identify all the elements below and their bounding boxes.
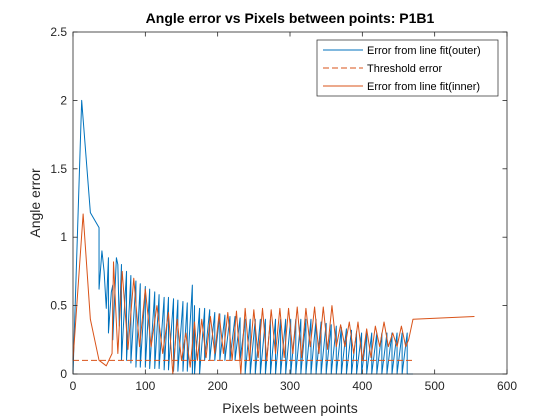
y-tick-label: 1.5 [50,162,67,176]
y-tick-label: 0 [60,367,67,381]
y-tick-label: 2 [60,93,67,107]
legend: Error from line fit(outer) Threshold err… [316,39,499,97]
x-tick-label: 500 [425,379,445,393]
y-tick-label: 1 [60,230,67,244]
y-axis-label: Angle error [27,168,43,238]
legend-box [316,39,499,97]
ticks-layer: 0 100 200 300 400 500 600 0 0.5 1 1.5 2 2.5 [50,25,517,393]
legend-label-inner: Error from line fit(inner) [367,81,480,93]
x-tick-label: 400 [352,379,372,393]
y-tick-label: 0.5 [50,299,67,313]
x-tick-label: 300 [280,379,300,393]
chart-title: Angle error vs Pixels between points: P1… [146,10,435,26]
x-tick-label: 200 [208,379,228,393]
x-tick-label: 0 [70,379,77,393]
legend-label-outer: Error from line fit(outer) [367,45,481,57]
series-line-inner [72,213,475,375]
y-tick-label: 2.5 [50,25,67,39]
legend-label-threshold: Threshold error [367,63,443,75]
x-tick-label: 600 [497,379,517,393]
axes-box [72,31,508,375]
series-layer [72,99,475,375]
x-axis-label: Pixels between points [222,400,357,416]
x-tick-label: 100 [135,379,155,393]
